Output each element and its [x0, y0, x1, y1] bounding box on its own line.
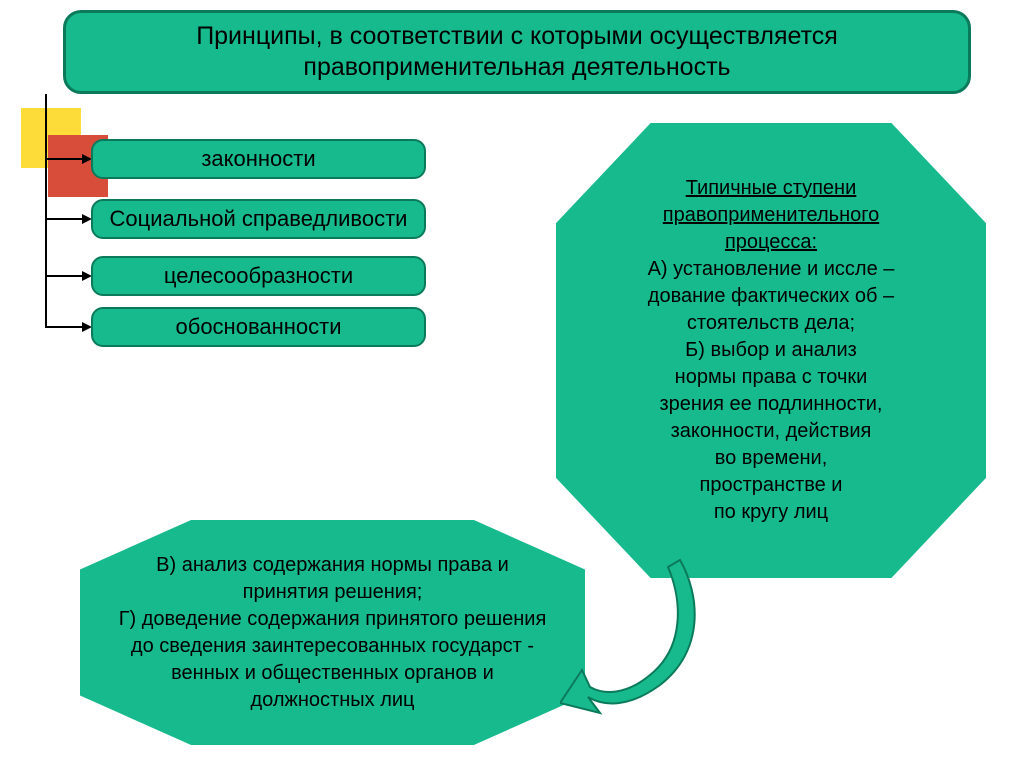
- connector-h-2: [45, 218, 83, 220]
- connector-h-1: [45, 158, 83, 160]
- connector-h-3: [45, 275, 83, 277]
- principle-label: Социальной справедливости: [110, 206, 408, 232]
- principle-label: обоснованности: [175, 314, 341, 340]
- connector-h-4: [45, 326, 83, 328]
- curved-arrow-icon: [560, 555, 710, 720]
- octagon-stages: Типичные ступени правоприменительного пр…: [556, 123, 986, 578]
- octagon-heading-l3: процесса:: [725, 231, 817, 253]
- octagon-heading-l2: правоприменительного: [663, 204, 879, 226]
- principle-label: целесообразности: [164, 263, 353, 289]
- principle-pill-2: Социальной справедливости: [91, 199, 426, 239]
- octagon-heading-l1: Типичные ступени: [686, 177, 857, 199]
- principle-pill-4: обоснованности: [91, 307, 426, 347]
- title-line2: правоприменительная деятельность: [303, 53, 730, 81]
- principle-label: законности: [201, 146, 315, 172]
- principle-pill-1: законности: [91, 139, 426, 179]
- connector-trunk: [45, 94, 47, 327]
- title-line1: Принципы, в соответствии с которыми осущ…: [196, 22, 838, 50]
- principle-pill-3: целесообразности: [91, 256, 426, 296]
- octagon-bottom-body: В) анализ содержания нормы права и приня…: [119, 554, 547, 711]
- octagon-body: А) установление и иссле – дование фактич…: [648, 258, 895, 523]
- title-box: Принципы, в соответствии с которыми осущ…: [63, 10, 971, 94]
- octagon-bottom: В) анализ содержания нормы права и приня…: [80, 520, 585, 745]
